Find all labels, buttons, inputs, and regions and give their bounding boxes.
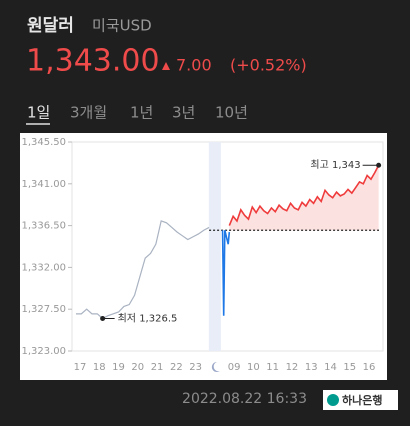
y-tick-label: 1,336.50 <box>21 221 66 232</box>
change: 7.00 <box>176 56 212 75</box>
x-tick-label: 13 <box>305 362 318 373</box>
x-tick-label: 16 <box>363 362 376 373</box>
x-tick-label: 21 <box>151 362 164 373</box>
plot-frame <box>71 141 384 352</box>
tab[interactable]: 3개월 <box>70 104 107 122</box>
x-tick-label: 12 <box>286 362 299 373</box>
subtitle: 미국USD <box>92 17 152 35</box>
line <box>228 164 380 226</box>
x-tick-label: 19 <box>112 362 125 373</box>
bank-icon <box>327 394 339 406</box>
tab[interactable]: 3년 <box>172 104 195 122</box>
x-tick-label: 11 <box>266 362 279 373</box>
night-band <box>208 142 221 351</box>
timestamp: 2022.08.22 16:33 <box>182 391 307 407</box>
y-tick-label: 1,332.00 <box>21 262 66 273</box>
area <box>229 165 379 231</box>
x-tick-label: 10 <box>247 362 260 373</box>
x-tick-label: 18 <box>93 362 106 373</box>
up-arrow <box>162 62 170 70</box>
y-tick-label: 1,323.00 <box>21 346 66 357</box>
line <box>76 220 210 320</box>
tab[interactable]: 1년 <box>130 104 153 122</box>
x-tick-label: 17 <box>74 362 87 373</box>
x-tick-label: 15 <box>343 362 356 373</box>
y-tick-label: 1,345.50 <box>21 137 66 148</box>
title: 원달러 <box>27 15 74 36</box>
x-tick-label: 14 <box>324 362 337 373</box>
x-tick-label: 22 <box>170 362 183 373</box>
y-tick-label: 1,341.00 <box>21 179 66 190</box>
bank-logo <box>323 390 398 410</box>
x-tick-label: 20 <box>131 362 144 373</box>
x-tick-label: 09 <box>228 362 241 373</box>
annotation: 최저 1,326.5 <box>118 312 178 324</box>
tab[interactable]: 10년 <box>215 104 248 122</box>
moon-icon <box>211 362 220 373</box>
bank-name: 하나은행 <box>342 393 382 407</box>
line <box>221 230 231 316</box>
chart-panel <box>20 133 387 380</box>
annotation: 최고 1,343 <box>310 159 360 171</box>
price: 1,343.00 <box>26 44 160 79</box>
tab[interactable]: 1일 <box>27 104 50 122</box>
x-tick-label: 23 <box>189 362 202 373</box>
change-pct: (+0.52%) <box>230 56 307 75</box>
y-tick-label: 1,327.50 <box>21 304 66 315</box>
